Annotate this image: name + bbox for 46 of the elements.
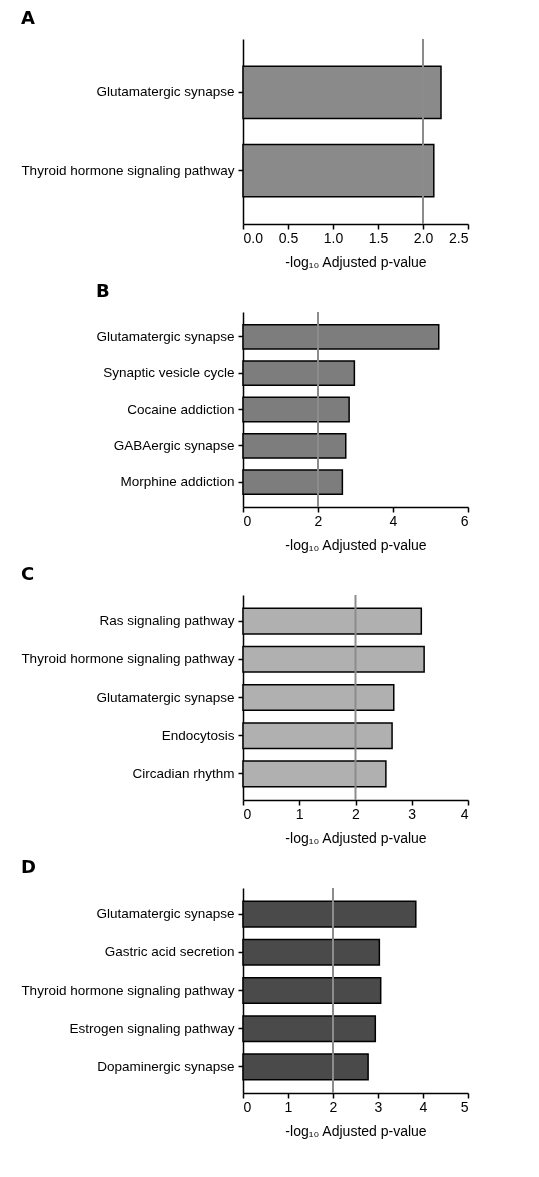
y-tick-label: Morphine addiction [120, 474, 235, 490]
x-tick-label: 2 [352, 805, 361, 822]
x-tick-label: 1.5 [368, 229, 389, 246]
x-tick-label: 2.0 [413, 229, 434, 246]
x-tick-label: 2.5 [449, 229, 469, 246]
y-tick-label: Ras signaling pathway [99, 613, 235, 629]
text: D [20, 856, 36, 877]
y-tick-label: Thyroid hormone signaling pathway [21, 162, 235, 178]
y-tick-label: Thyroid hormone signaling pathway [21, 651, 235, 667]
x-tick-label: 0 [243, 805, 252, 822]
y-tick-label: Gastric acid secretion [104, 944, 235, 960]
text: C [20, 563, 35, 584]
x-tick-label: 4 [389, 512, 398, 529]
x-tick-label: 0 [243, 512, 252, 529]
y-tick-label: Thyroid hormone signaling pathway [21, 982, 235, 998]
x-tick-label: 3 [408, 805, 417, 822]
y-tick-label: Glutamatergic synapse [96, 84, 235, 100]
y-tick-label: Endocytosis [161, 727, 235, 743]
y-tick-label: Cocaine addiction [127, 401, 235, 417]
x-tick-label: 4 [419, 1098, 428, 1115]
text: A [20, 7, 35, 28]
y-tick-label: Glutamatergic synapse [96, 328, 235, 344]
x-axis-title: -log₁₀ Adjusted p-value [285, 829, 427, 846]
y-tick-label: Dopaminergic synapse [97, 1058, 235, 1074]
x-tick-label: 6 [460, 512, 469, 529]
x-axis-title: -log₁₀ Adjusted p-value [285, 1122, 427, 1139]
y-tick-label: Synaptic vesicle cycle [103, 365, 235, 381]
x-tick-label: 2 [314, 512, 323, 529]
x-tick-label: 0 [243, 1098, 252, 1115]
y-tick-label: Glutamatergic synapse [96, 689, 235, 705]
x-tick-label: 4 [460, 805, 469, 822]
x-tick-label: 0.5 [278, 229, 299, 246]
y-tick-label: Estrogen signaling pathway [69, 1020, 235, 1036]
y-tick-label: GABAergic synapse [113, 437, 235, 453]
y-tick-label: Circadian rhythm [132, 765, 235, 781]
x-tick-label: 3 [374, 1098, 383, 1115]
x-tick-label: 1.0 [323, 229, 344, 246]
x-axis-title: -log₁₀ Adjusted p-value [285, 253, 427, 270]
x-tick-label: 1 [284, 1098, 293, 1115]
chart-title: B [95, 280, 110, 301]
x-tick-label: 1 [295, 805, 304, 822]
x-axis-title: -log₁₀ Adjusted p-value [285, 536, 427, 553]
y-tick-label: Glutamatergic synapse [96, 906, 235, 922]
x-tick-label: 0.0 [243, 229, 264, 246]
x-tick-label: 5 [460, 1098, 469, 1115]
x-tick-label: 2 [329, 1098, 338, 1115]
